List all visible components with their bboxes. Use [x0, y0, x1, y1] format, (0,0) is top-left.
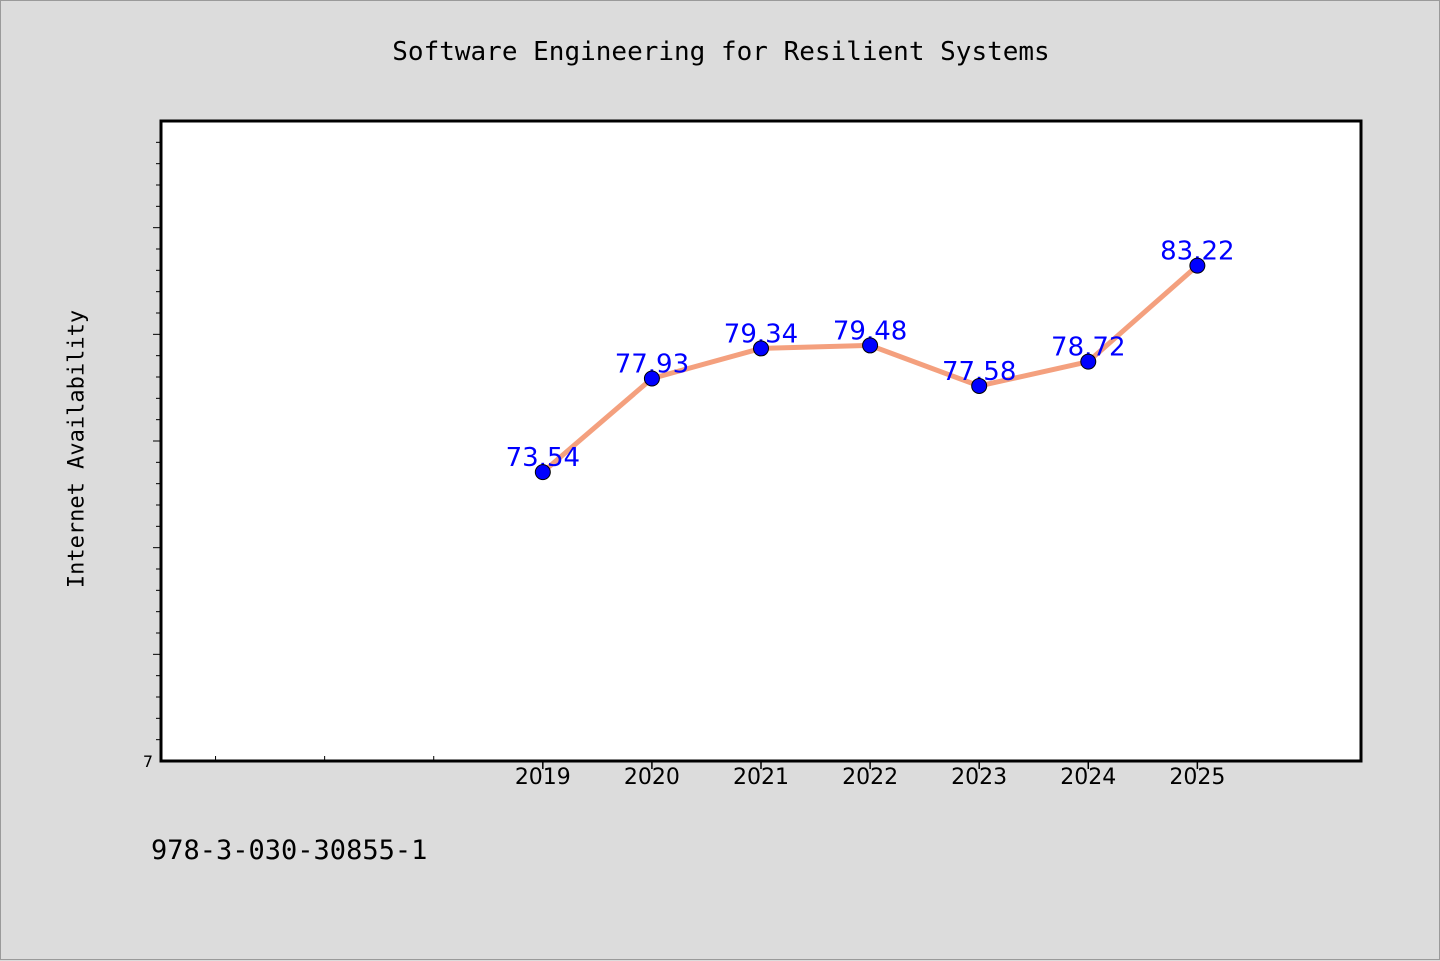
- data-point: [1080, 353, 1097, 370]
- data-point: [534, 464, 551, 481]
- x-tick-label: 2024: [1060, 765, 1116, 790]
- isbn-label: 978-3-030-30855-1: [151, 835, 428, 866]
- x-tick-label: 2023: [951, 765, 1007, 790]
- x-tick-label: 2021: [733, 765, 789, 790]
- data-point: [1189, 257, 1206, 274]
- data-point: [971, 377, 988, 394]
- x-tick-label: 2019: [515, 765, 571, 790]
- data-point: [643, 370, 660, 387]
- x-tick-label: 2025: [1169, 765, 1225, 790]
- data-point: [862, 337, 879, 354]
- x-tick-label: 2022: [842, 765, 898, 790]
- x-tick-label: 2020: [624, 765, 680, 790]
- y-tick-label: 7: [143, 752, 153, 771]
- chart-title: Software Engineering for Resilient Syste…: [392, 37, 1050, 67]
- plot-frame: [159, 119, 1363, 763]
- data-point: [753, 340, 769, 357]
